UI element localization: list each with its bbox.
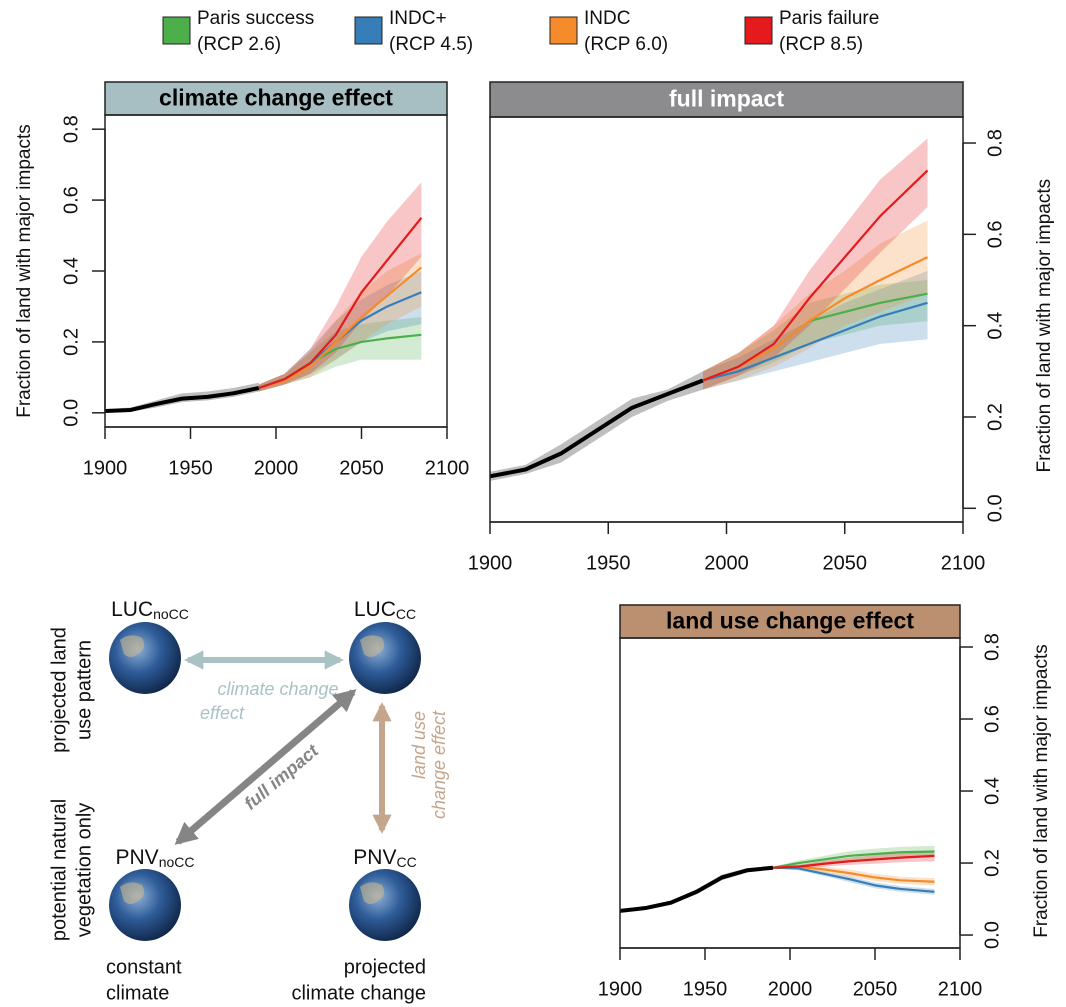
row-label: projected land	[48, 627, 70, 753]
legend-swatch	[745, 17, 772, 44]
figure: LUCnoCC LUCCC PNVnoCC PNVCC climate chan…	[0, 0, 1066, 1007]
y-tick-label: 0.2	[60, 328, 82, 356]
y-tick-label: 0.6	[60, 186, 82, 214]
x-tick-label: 2050	[853, 978, 898, 1000]
chart: full impact 1900 1950 2000 2050 2100 0.0 0.2 0.4…	[468, 82, 1055, 574]
chart-title: land use change effect	[666, 608, 914, 634]
y-tick-label: 0.4	[984, 312, 1006, 340]
column-label: climate change	[291, 982, 426, 1004]
node-subscript: CC	[396, 854, 416, 870]
y-tick-label: 0.2	[981, 849, 1003, 877]
legend-label: (RCP 6.0)	[584, 34, 668, 55]
legend-label: Paris failure	[779, 8, 879, 29]
chart-title: climate change effect	[159, 85, 393, 111]
legend-label: Paris success	[197, 8, 314, 29]
globe	[349, 869, 421, 941]
y-tick-label: 0.8	[984, 129, 1006, 157]
legend-label: (RCP 4.5)	[389, 34, 473, 55]
column-label: projected	[344, 956, 426, 978]
legend-swatch	[355, 17, 382, 44]
globe	[349, 622, 421, 694]
legend-label: (RCP 2.6)	[197, 34, 281, 55]
node-label: PNVnoCC	[116, 846, 195, 870]
y-axis-label: Fraction of land with major impacts	[1034, 179, 1055, 473]
y-tick-label: 0.0	[984, 494, 1006, 522]
node-subscript: CC	[396, 606, 416, 622]
diagram: LUCnoCC LUCCC PNVnoCC PNVCC climate chan…	[48, 598, 448, 1005]
legend-label: (RCP 8.5)	[779, 34, 863, 55]
plot-area	[620, 846, 935, 913]
plot-area	[105, 182, 421, 412]
node-name: PNV	[116, 846, 159, 869]
y-tick-label: 0.6	[981, 705, 1003, 733]
arrow-label: effect	[200, 703, 245, 723]
x-tick-label: 2100	[941, 552, 986, 574]
x-tick-label: 1900	[598, 978, 643, 1000]
page: LUCnoCC LUCCC PNVnoCC PNVCC climate chan…	[0, 0, 1066, 1007]
x-tick-label: 1950	[683, 978, 728, 1000]
arrow-label: change effect	[429, 710, 449, 819]
node-label: LUCCC	[354, 598, 416, 622]
y-tick-label: 0.8	[60, 115, 82, 143]
uncertainty-band	[620, 866, 773, 913]
series-line	[105, 388, 259, 411]
arrow-label: land use	[409, 711, 429, 779]
node-name: LUC	[111, 598, 153, 621]
row-label: vegetation only	[73, 803, 95, 938]
x-tick-label: 2000	[254, 457, 299, 479]
x-tick-label: 2050	[339, 457, 384, 479]
row-label: potential natural	[48, 799, 70, 941]
node-subscript: noCC	[159, 854, 195, 870]
globe	[109, 869, 181, 941]
x-tick-label: 1950	[586, 552, 631, 574]
x-tick-label: 2100	[938, 978, 983, 1000]
globe	[109, 622, 181, 694]
node-name: LUC	[354, 598, 396, 621]
node-label: PNVCC	[353, 846, 416, 870]
y-axis-label: Fraction of land with major impacts	[1031, 644, 1052, 938]
column-label: climate	[106, 982, 169, 1004]
x-tick-label: 1900	[83, 457, 128, 479]
node-label: LUCnoCC	[111, 598, 189, 622]
chart: climate change effect 1900 1950 2000 2050 210…	[14, 82, 469, 479]
y-tick-label: 0.4	[981, 777, 1003, 805]
x-tick-label: 2050	[823, 552, 868, 574]
x-tick-label: 2000	[768, 978, 813, 1000]
x-tick-label: 2000	[704, 552, 749, 574]
legend-label: INDC+	[389, 8, 447, 29]
node-subscript: noCC	[153, 606, 189, 622]
row-label: use pattern	[73, 640, 95, 740]
y-tick-label: 0.2	[984, 403, 1006, 431]
uncertainty-band	[490, 371, 703, 481]
legend-label: INDC	[584, 8, 630, 29]
chart-title: full impact	[669, 86, 784, 112]
x-tick-label: 1900	[468, 552, 513, 574]
arrow-label: climate change	[217, 679, 338, 699]
x-tick-label: 2100	[425, 457, 470, 479]
plot-area	[490, 138, 928, 480]
x-tick-label: 1950	[168, 457, 213, 479]
column-label: constant	[106, 956, 182, 978]
y-tick-label: 0.8	[981, 633, 1003, 661]
y-tick-label: 0.0	[981, 921, 1003, 949]
legend-swatch	[163, 17, 190, 44]
legend-swatch	[550, 17, 577, 44]
chart: land use change effect 1900 1950 2000 2050 21…	[598, 605, 1052, 1000]
y-tick-label: 0.0	[60, 399, 82, 427]
y-tick-label: 0.4	[60, 257, 82, 285]
y-axis-label: Fraction of land with major impacts	[14, 124, 35, 418]
node-name: PNV	[353, 846, 396, 869]
y-tick-label: 0.6	[984, 220, 1006, 248]
series-line	[490, 380, 703, 476]
